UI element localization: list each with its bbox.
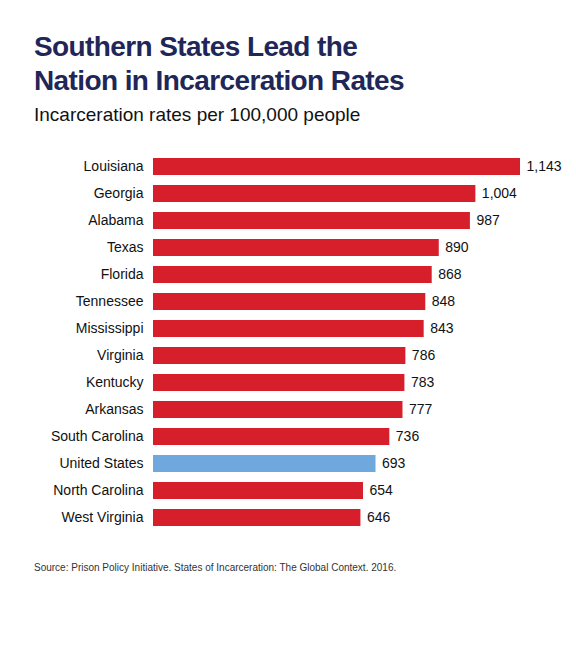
- svg-text:Louisiana: Louisiana: [84, 158, 144, 174]
- svg-text:Texas: Texas: [107, 239, 144, 255]
- svg-text:786: 786: [412, 347, 436, 363]
- svg-text:1,143: 1,143: [527, 158, 562, 174]
- html-text:Incarceration rates per 100,00: Incarceration rates per 100,000 people: [34, 104, 361, 125]
- svg-text:Georgia: Georgia: [94, 185, 144, 201]
- svg-text:Kentucky: Kentucky: [86, 374, 144, 390]
- svg-text:783: 783: [411, 374, 435, 390]
- svg-text:Virginia: Virginia: [97, 347, 144, 363]
- svg-text:South Carolina: South Carolina: [51, 428, 144, 444]
- svg-text:868: 868: [438, 266, 462, 282]
- svg-text:West Virginia: West Virginia: [62, 509, 144, 525]
- svg-text:Alabama: Alabama: [88, 212, 143, 228]
- html-text:Southern States Lead the Natio: Southern States Lead the Nation in Incar…: [34, 31, 404, 96]
- svg-text:693: 693: [382, 455, 406, 471]
- svg-text:North Carolina: North Carolina: [53, 482, 143, 498]
- svg-text:Arkansas: Arkansas: [85, 401, 143, 417]
- html-text:Source: Prison Policy Initiati: Source: Prison Policy Initiative. States…: [34, 562, 397, 573]
- svg-text:Tennessee: Tennessee: [76, 293, 144, 309]
- svg-text:848: 848: [432, 293, 456, 309]
- svg-text:843: 843: [430, 320, 454, 336]
- svg-text:736: 736: [396, 428, 420, 444]
- svg-text:646: 646: [367, 509, 391, 525]
- svg-text:654: 654: [369, 482, 393, 498]
- svg-text:1,004: 1,004: [482, 185, 517, 201]
- svg-text:987: 987: [476, 212, 500, 228]
- svg-text:United States: United States: [59, 455, 143, 471]
- svg-text:890: 890: [445, 239, 469, 255]
- svg-text:777: 777: [409, 401, 433, 417]
- svg-text:Mississippi: Mississippi: [76, 320, 144, 336]
- svg-text:Florida: Florida: [101, 266, 144, 282]
